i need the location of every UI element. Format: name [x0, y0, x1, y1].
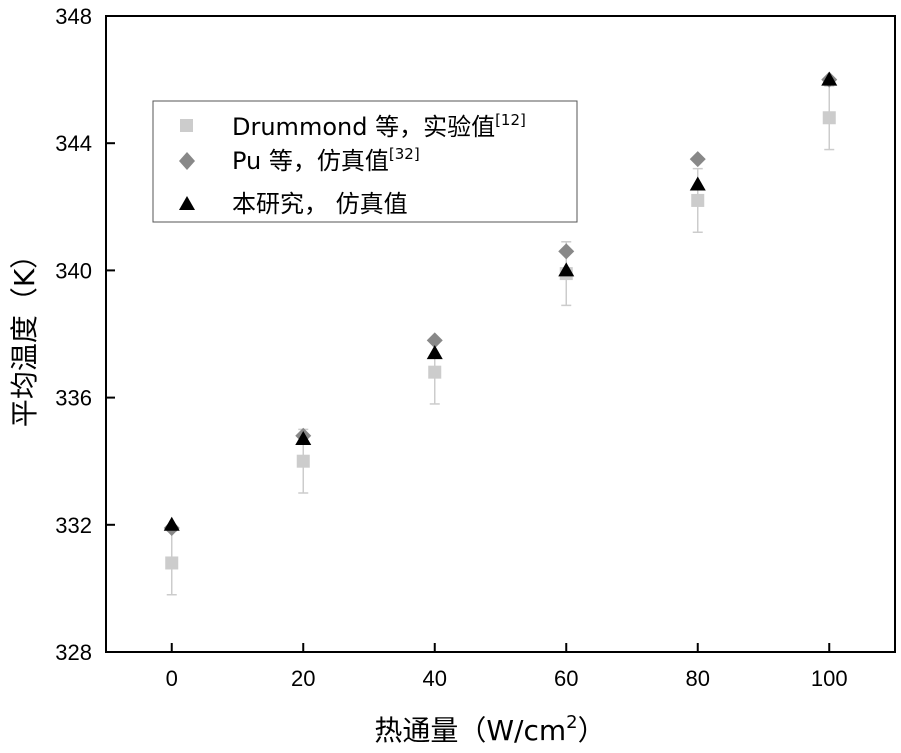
point-s2-3 — [558, 262, 575, 277]
point-s0-1 — [296, 454, 310, 468]
legend: Drummond 等，实验值[12] Pu 等，仿真值[32] 本研究， 仿真值 — [152, 100, 578, 223]
x-tick-label-5: 100 — [811, 666, 848, 691]
x-tick-label-0: 0 — [166, 666, 178, 691]
x-tick-label-3: 60 — [554, 666, 578, 691]
point-s2-2 — [426, 345, 443, 360]
legend-marker-this-study — [179, 196, 195, 210]
point-s0-2 — [428, 365, 442, 379]
y-tick-label-1: 332 — [55, 513, 92, 538]
legend-marker-drummond — [180, 119, 193, 132]
plot-frame — [105, 15, 896, 653]
point-s0-4 — [691, 193, 705, 207]
y-tick-label-3: 340 — [55, 258, 92, 283]
point-s2-4 — [689, 176, 706, 191]
point-s1-4 — [689, 151, 706, 168]
point-s2-1 — [295, 430, 312, 445]
x-axis-title-superscript: 2 — [566, 712, 577, 733]
point-s1-3 — [558, 243, 575, 260]
legend-label-pu: Pu 等，仿真值[32] — [232, 145, 420, 175]
data-marks — [163, 71, 838, 596]
point-s1-2 — [426, 332, 443, 349]
point-s2-5 — [821, 71, 838, 86]
x-tick-label-2: 40 — [423, 666, 447, 691]
y-tick-label-2: 336 — [55, 386, 92, 411]
point-s0-5 — [822, 111, 836, 125]
point-s2-0 — [163, 516, 180, 531]
y-tick-label-0: 328 — [55, 640, 92, 665]
y-tick-labels: 328 332 336 340 344 348 — [55, 4, 92, 665]
legend-box — [152, 100, 578, 223]
point-s0-0 — [165, 556, 179, 570]
x-tick-label-4: 80 — [686, 666, 710, 691]
x-tick-labels: 0 20 40 60 80 100 — [166, 666, 848, 691]
y-tick-label-4: 344 — [55, 131, 92, 156]
legend-label-this-study: 本研究， 仿真值 — [232, 190, 408, 218]
y-axis-title: 平均温度（K） — [8, 241, 41, 427]
legend-label-drummond: Drummond 等，实验值[12] — [232, 111, 526, 141]
x-axis-title: 热通量（W/cm2） — [374, 712, 605, 747]
y-tick-label-5: 348 — [55, 4, 92, 29]
legend-marker-pu — [179, 152, 195, 170]
axis-ticks — [106, 15, 831, 653]
x-tick-label-1: 20 — [291, 666, 315, 691]
